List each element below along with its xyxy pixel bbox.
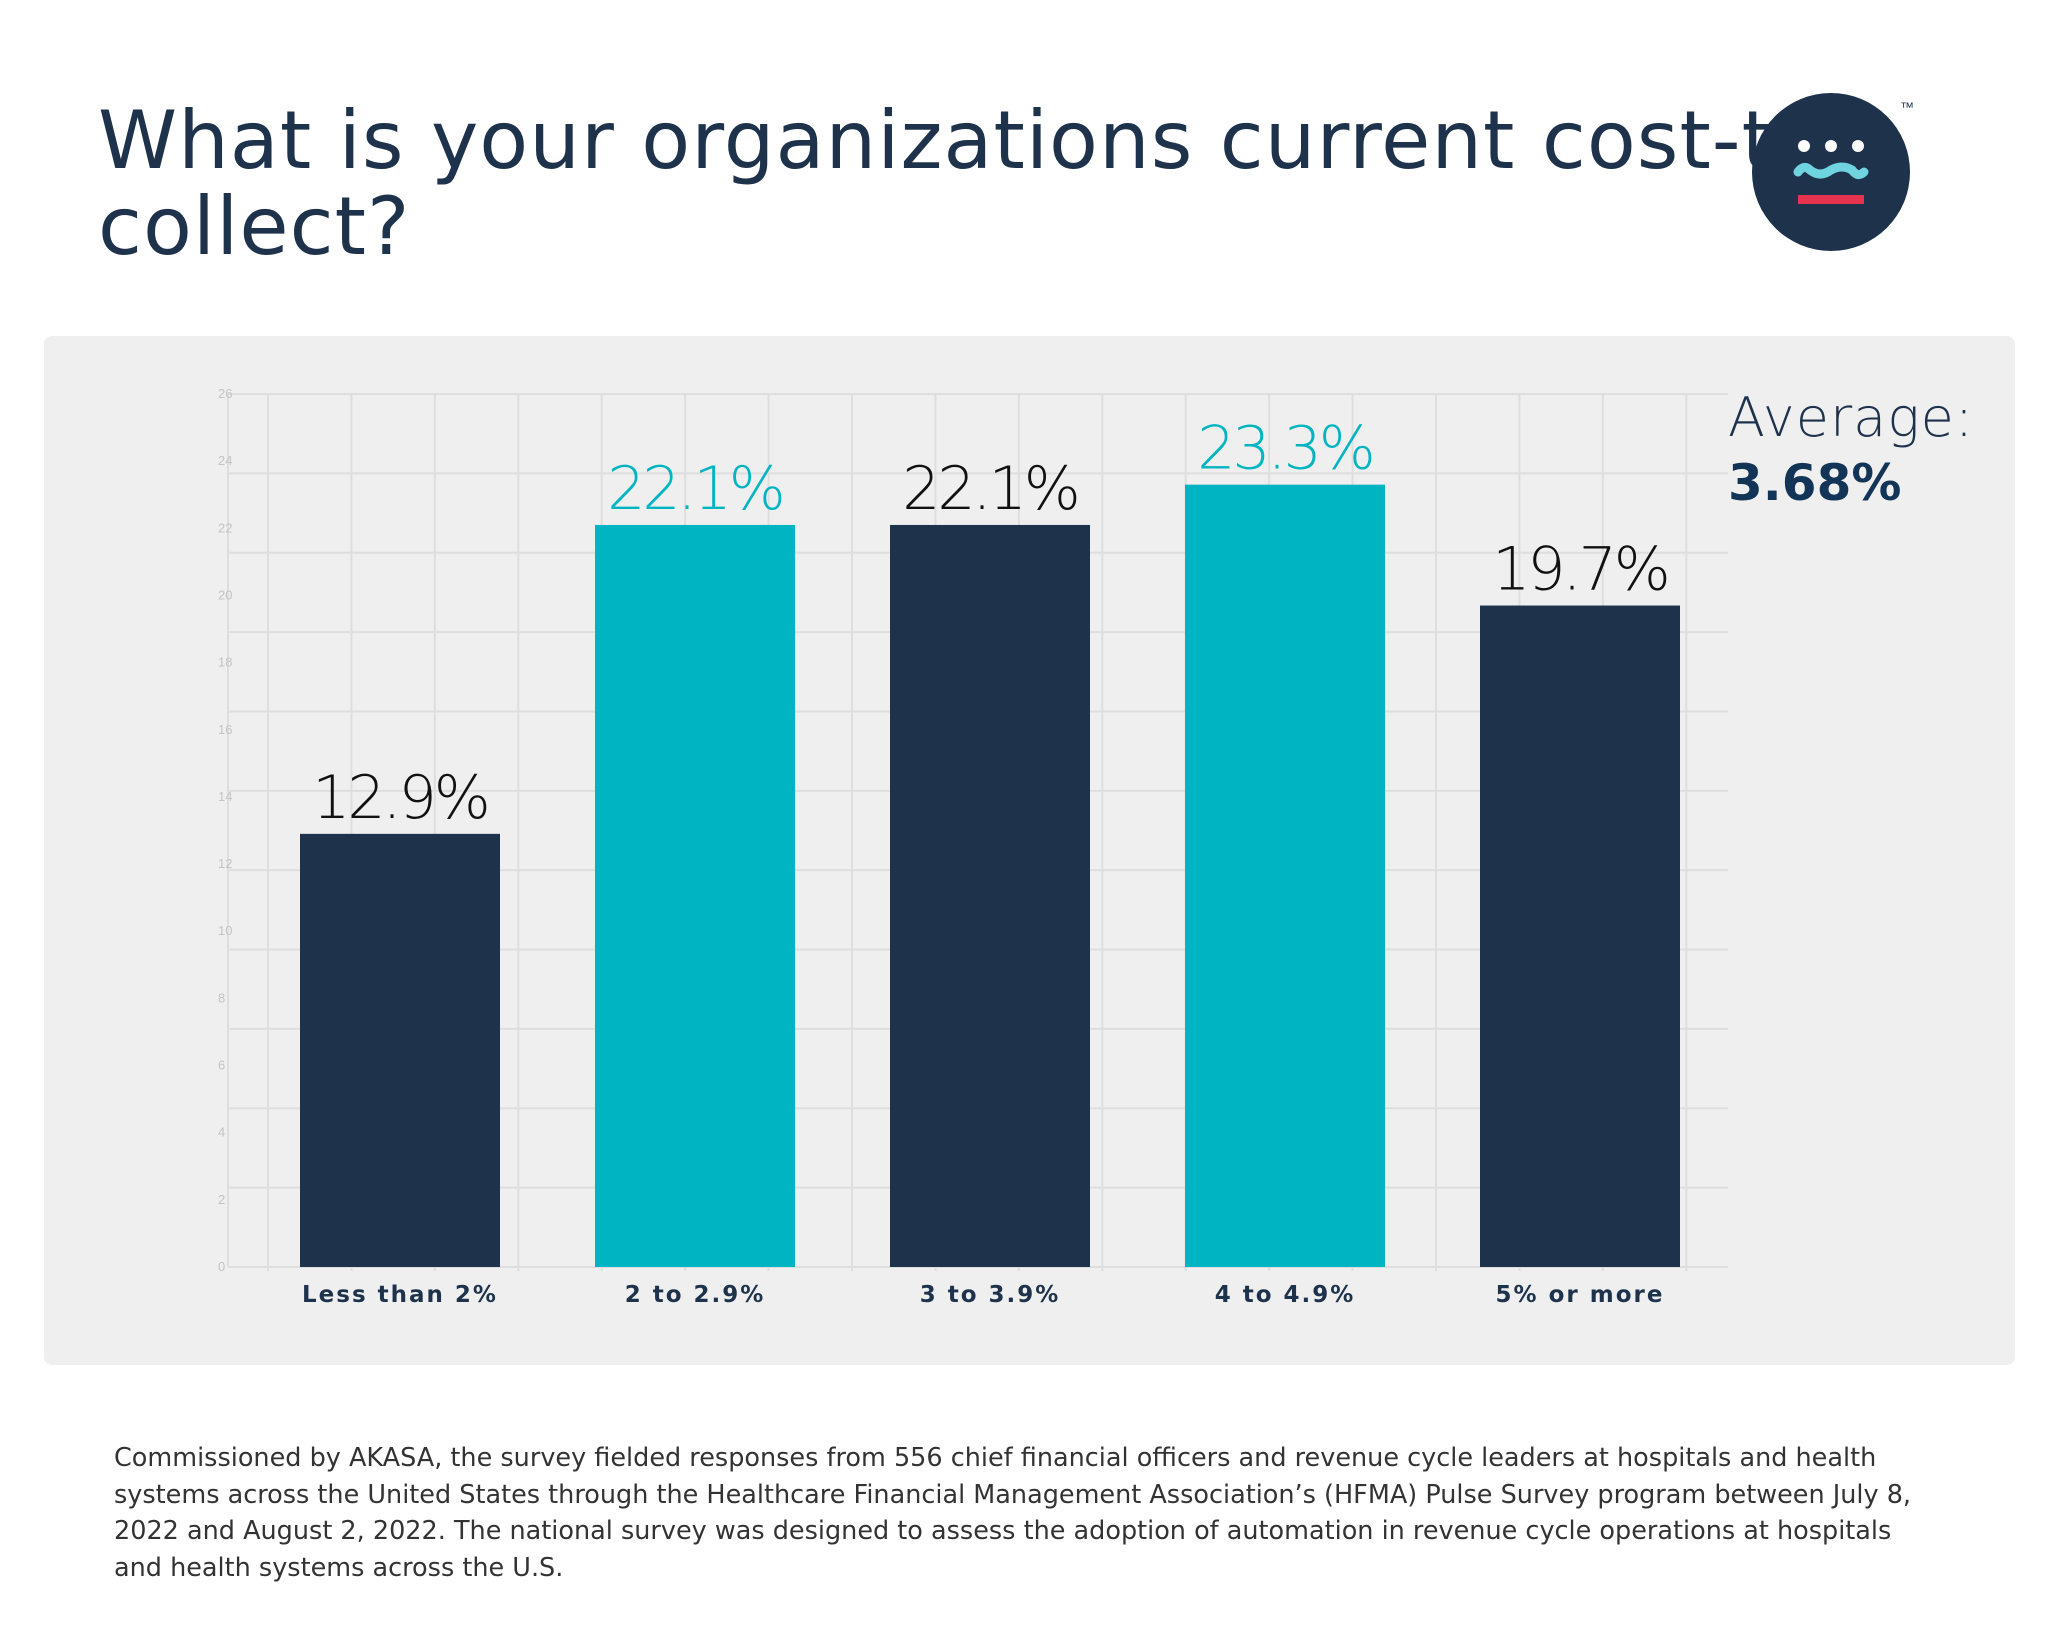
average-callout: Average: 3.68%	[1728, 386, 1974, 516]
x-tick-label: 5% or more	[1496, 1282, 1665, 1308]
y-tick-label: 12	[218, 856, 232, 871]
bar	[1185, 484, 1385, 1267]
data-label: 22.1%	[607, 454, 783, 524]
y-tick-label: 0	[218, 1259, 225, 1274]
page-title: What is your organizations current cost-…	[98, 94, 1856, 273]
svg-text:™: ™	[1900, 99, 1914, 115]
data-label: 23.3%	[1197, 414, 1373, 484]
average-value: 3.68%	[1728, 454, 1902, 512]
bar	[300, 833, 500, 1267]
bar	[595, 524, 795, 1267]
y-tick-label: 26	[218, 386, 232, 401]
y-tick-label: 2	[218, 1192, 225, 1207]
average-label: Average:	[1728, 386, 1975, 449]
data-label: 19.7%	[1492, 535, 1668, 605]
y-tick-label: 14	[218, 789, 232, 804]
y-tick-label: 18	[218, 655, 232, 670]
data-label: 22.1%	[902, 454, 1078, 524]
bar	[890, 524, 1090, 1267]
x-tick-label: 4 to 4.9%	[1215, 1282, 1356, 1308]
y-tick-label: 16	[218, 722, 232, 737]
x-tick-label: 3 to 3.9%	[920, 1282, 1061, 1308]
y-tick-label: 4	[218, 1125, 225, 1140]
y-tick-label: 8	[218, 990, 225, 1005]
data-label: 12.9%	[312, 763, 488, 833]
y-tick-label: 22	[218, 520, 232, 535]
y-tick-label: 20	[218, 587, 232, 602]
y-tick-label: 24	[218, 453, 232, 468]
chart-panel: 0 2 4 6 8 10 12 14 16 18 20 22 24 26 12.9% Less than 2%…	[44, 336, 2015, 1365]
y-tick-label: 10	[218, 923, 232, 938]
y-tick-label: 6	[218, 1058, 225, 1073]
x-tick-label: 2 to 2.9%	[625, 1282, 766, 1308]
footnote: Commissioned by AKASA, the survey fielde…	[114, 1443, 1912, 1583]
akasa-logo: ™	[1752, 93, 1914, 251]
x-tick-label: Less than 2%	[302, 1282, 498, 1308]
bar	[1480, 605, 1680, 1267]
